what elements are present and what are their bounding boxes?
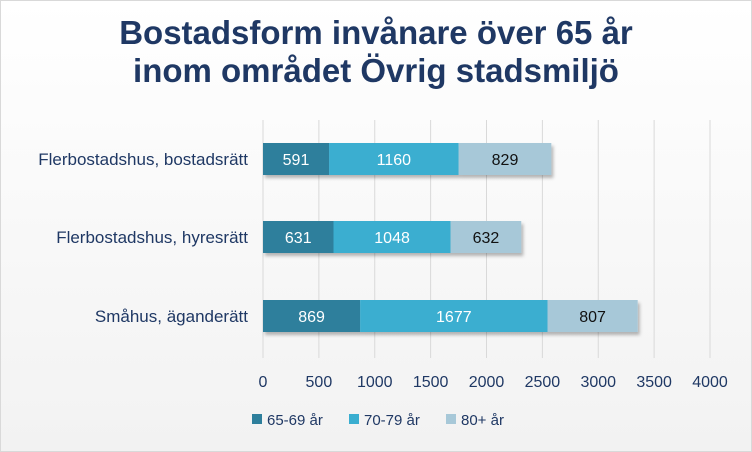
bar-label-0-1: 1160 <box>377 152 412 169</box>
x-tick-label-4: 2000 <box>469 374 505 391</box>
bar-group-2 <box>263 300 638 332</box>
category-label-0: Flerbostadshus, bostadsrätt <box>38 150 248 169</box>
legend-label-2: 80+ år <box>461 412 504 429</box>
bar-0-0 <box>263 143 330 175</box>
legend-swatch-2 <box>446 414 456 424</box>
bar-label-2-1: 1677 <box>436 309 472 326</box>
bar-2-0 <box>263 300 361 332</box>
x-tick-label-1: 500 <box>306 374 333 391</box>
legend-swatch-1 <box>349 414 359 424</box>
x-tick-label-5: 2500 <box>525 374 561 391</box>
legend-label-0: 65-69 år <box>267 412 323 429</box>
bar-label-2-0: 869 <box>298 309 325 326</box>
x-tick-label-2: 1000 <box>357 374 393 391</box>
bar-1-1 <box>333 221 451 253</box>
legend-swatch-0 <box>252 414 262 424</box>
bar-label-1-0: 631 <box>285 230 312 247</box>
chart-title-line-1: Bostadsform invånare över 65 år <box>119 14 633 51</box>
category-label-1: Flerbostadshus, hyresrätt <box>56 228 248 247</box>
chart-title: Bostadsform invånare över 65 år inom omr… <box>0 14 752 90</box>
bar-1-0 <box>263 221 334 253</box>
category-label-2: Småhus, äganderätt <box>95 307 248 326</box>
bar-1-2 <box>450 221 522 253</box>
bar-label-1-2: 632 <box>473 230 500 247</box>
bar-2-1 <box>360 300 548 332</box>
x-tick-label-8: 4000 <box>692 374 728 391</box>
x-tick-label-6: 3000 <box>580 374 616 391</box>
category-labels: Flerbostadshus, bostadsrätt Flerbostadshu… <box>38 150 248 326</box>
x-tick-label-0: 0 <box>259 374 268 391</box>
bar-group-0 <box>263 143 552 175</box>
bar-label-2-2: 807 <box>579 309 606 326</box>
bar-label-0-0: 591 <box>283 152 310 169</box>
bar-0-1 <box>329 143 459 175</box>
x-tick-label-7: 3500 <box>636 374 672 391</box>
legend-label-1: 70-79 år <box>364 412 420 429</box>
bar-2-2 <box>547 300 638 332</box>
bar-group-1 <box>263 221 522 253</box>
x-tick-label-3: 1500 <box>413 374 449 391</box>
x-axis-ticks: 0 500 1000 1500 2000 2500 3000 3500 4000 <box>259 374 728 391</box>
bar-0-2 <box>458 143 552 175</box>
bar-label-1-1: 1048 <box>374 230 410 247</box>
legend: 65-69 år 70-79 år 80+ år <box>252 412 504 429</box>
bar-label-0-2: 829 <box>492 152 519 169</box>
chart-title-line-2: inom området Övrig stadsmiljö <box>133 52 619 89</box>
bars: 591 1160 829 631 1048 632 869 1677 807 <box>263 143 638 332</box>
